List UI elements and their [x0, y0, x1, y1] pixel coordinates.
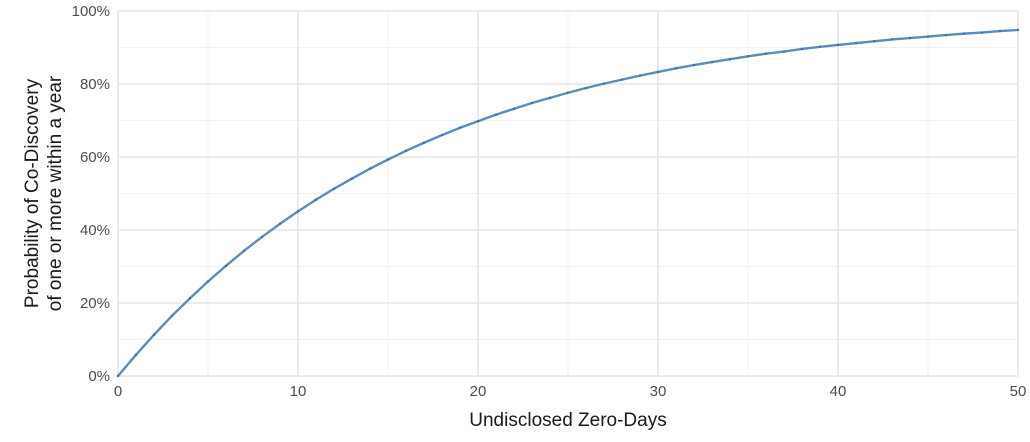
y-axis-title: Probability of Co-Discovery of one or mo… — [22, 75, 66, 311]
y-axis-title-line-2: of one or more within a year — [45, 75, 66, 311]
x-tick-label: 20 — [470, 383, 487, 400]
data-point — [980, 31, 984, 34]
x-tick-labels: 0 10 20 30 40 50 — [114, 383, 1027, 400]
y-tick-label: 100% — [72, 3, 110, 20]
data-point — [908, 36, 912, 40]
y-tick-label: 0% — [88, 368, 110, 385]
data-point — [116, 374, 120, 378]
data-point — [242, 249, 246, 253]
y-tick-label: 20% — [80, 295, 110, 312]
data-point — [386, 158, 390, 161]
data-point — [224, 264, 228, 267]
data-point — [638, 74, 642, 77]
data-point — [890, 38, 894, 41]
data-point — [206, 280, 210, 283]
data-point — [656, 70, 660, 74]
data-point — [458, 126, 462, 129]
data-point — [152, 333, 156, 336]
data-point — [836, 43, 840, 47]
data-point — [854, 41, 858, 45]
data-point — [494, 113, 498, 116]
data-point — [926, 35, 930, 38]
data-point — [674, 67, 678, 70]
x-tick-label: 0 — [114, 383, 122, 400]
x-tick-label: 30 — [650, 383, 667, 400]
y-tick-label: 80% — [80, 76, 110, 93]
y-axis-title-line-1: Probability of Co-Discovery — [22, 78, 43, 308]
data-point — [584, 86, 588, 90]
data-point — [800, 47, 804, 51]
data-point — [332, 187, 336, 190]
data-point — [728, 57, 732, 61]
data-point — [782, 50, 786, 53]
data-point — [170, 314, 174, 317]
data-point — [278, 222, 282, 225]
series-layer — [116, 28, 1020, 378]
data-point — [188, 297, 192, 300]
y-tick-labels: 0% 20% 40% 60% 80% 100% — [72, 3, 110, 385]
data-point — [476, 120, 480, 123]
data-point — [962, 32, 966, 35]
x-tick-label: 50 — [1010, 383, 1027, 400]
data-point — [260, 235, 264, 239]
data-point — [548, 96, 552, 100]
data-point — [296, 210, 300, 213]
data-point — [602, 82, 606, 85]
data-point — [620, 78, 624, 81]
data-point — [566, 91, 570, 94]
data-point — [530, 101, 534, 105]
data-point — [440, 133, 444, 137]
data-point — [944, 33, 948, 37]
major-gridlines — [117, 10, 1019, 377]
data-point — [314, 198, 318, 201]
data-point — [512, 107, 516, 111]
data-point — [764, 52, 768, 55]
x-tick-label: 40 — [830, 383, 847, 400]
data-point — [1016, 28, 1020, 32]
data-point — [998, 29, 1002, 33]
x-tick-label: 10 — [290, 383, 307, 400]
y-tick-label: 40% — [80, 222, 110, 239]
data-point — [710, 60, 714, 64]
data-point — [422, 141, 426, 144]
data-point — [368, 167, 372, 170]
data-point — [134, 353, 138, 357]
data-point — [404, 149, 408, 152]
data-point — [872, 40, 876, 43]
data-point — [746, 55, 750, 58]
y-tick-label: 60% — [80, 149, 110, 166]
minor-gridlines — [118, 11, 1018, 376]
data-point — [818, 45, 822, 48]
data-point — [350, 177, 354, 180]
data-point — [692, 63, 696, 67]
x-axis-title: Undisclosed Zero-Days — [469, 410, 666, 431]
